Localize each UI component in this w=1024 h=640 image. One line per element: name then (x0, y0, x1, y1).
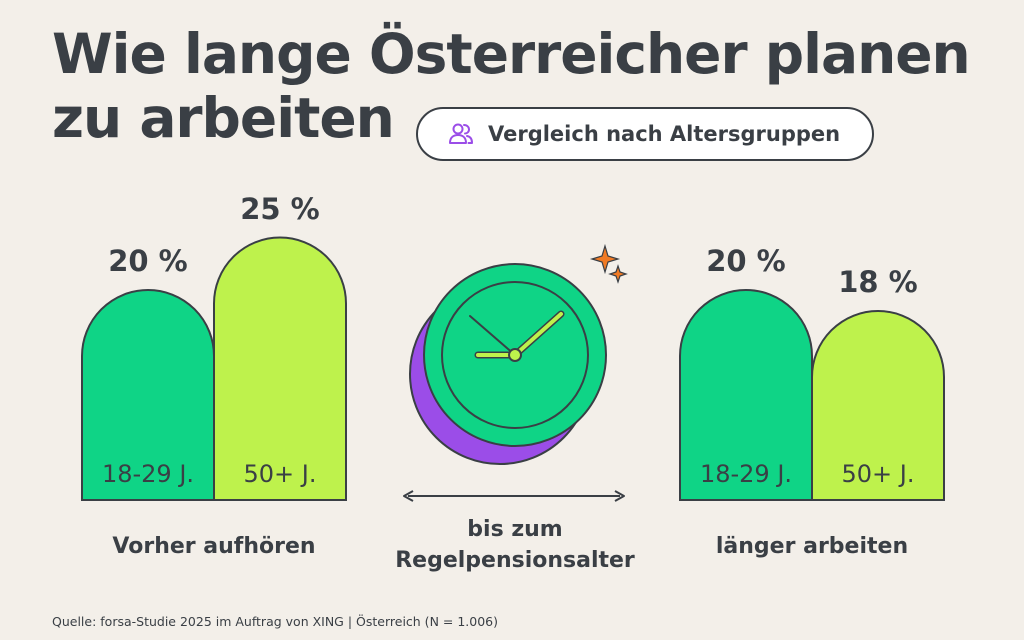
bar-0-0 (81, 289, 215, 501)
users-icon (449, 123, 473, 144)
range-arrow (403, 490, 625, 502)
bar-value-label-1-0: 20 % (706, 244, 786, 278)
group-label-1: länger arbeiten (715, 534, 909, 559)
clock-icon (409, 263, 607, 465)
bar-value-label-0-1: 25 % (240, 191, 320, 226)
bars-layer (81, 236, 945, 501)
bar-1-1 (811, 310, 945, 501)
group-label-0: Vorher aufhören (112, 534, 316, 559)
center-label: bis zum Regelpensionsalter (380, 514, 650, 576)
sparkle-icon (589, 243, 628, 284)
bar-value-label-1-1: 18 % (838, 265, 918, 299)
bar-1-0 (679, 289, 813, 501)
center-label-line-2: Regelpensionsalter (395, 548, 635, 573)
bar-category-label-1-1: 50+ J. (841, 460, 915, 488)
bar-0-1 (213, 236, 347, 501)
title-line-2: zu arbeiten (52, 86, 395, 150)
bar-category-label-0-0: 18-29 J. (101, 460, 195, 488)
bar-value-label-0-0: 20 % (108, 244, 188, 278)
source-note: Quelle: forsa-Studie 2025 im Auftrag von… (52, 614, 498, 629)
bar-category-label-1-0: 18-29 J. (699, 460, 793, 488)
comparison-badge-label: Vergleich nach Altersgruppen (488, 122, 841, 146)
page-title: Wie lange Österreicher planen zu arbeite… (52, 22, 971, 150)
bar-category-label-0-1: 50+ J. (243, 460, 317, 488)
title-line-1: Wie lange Österreicher planen (52, 22, 971, 86)
comparison-badge: Vergleich nach Altersgruppen (416, 107, 874, 161)
center-label-line-1: bis zum (467, 517, 563, 542)
